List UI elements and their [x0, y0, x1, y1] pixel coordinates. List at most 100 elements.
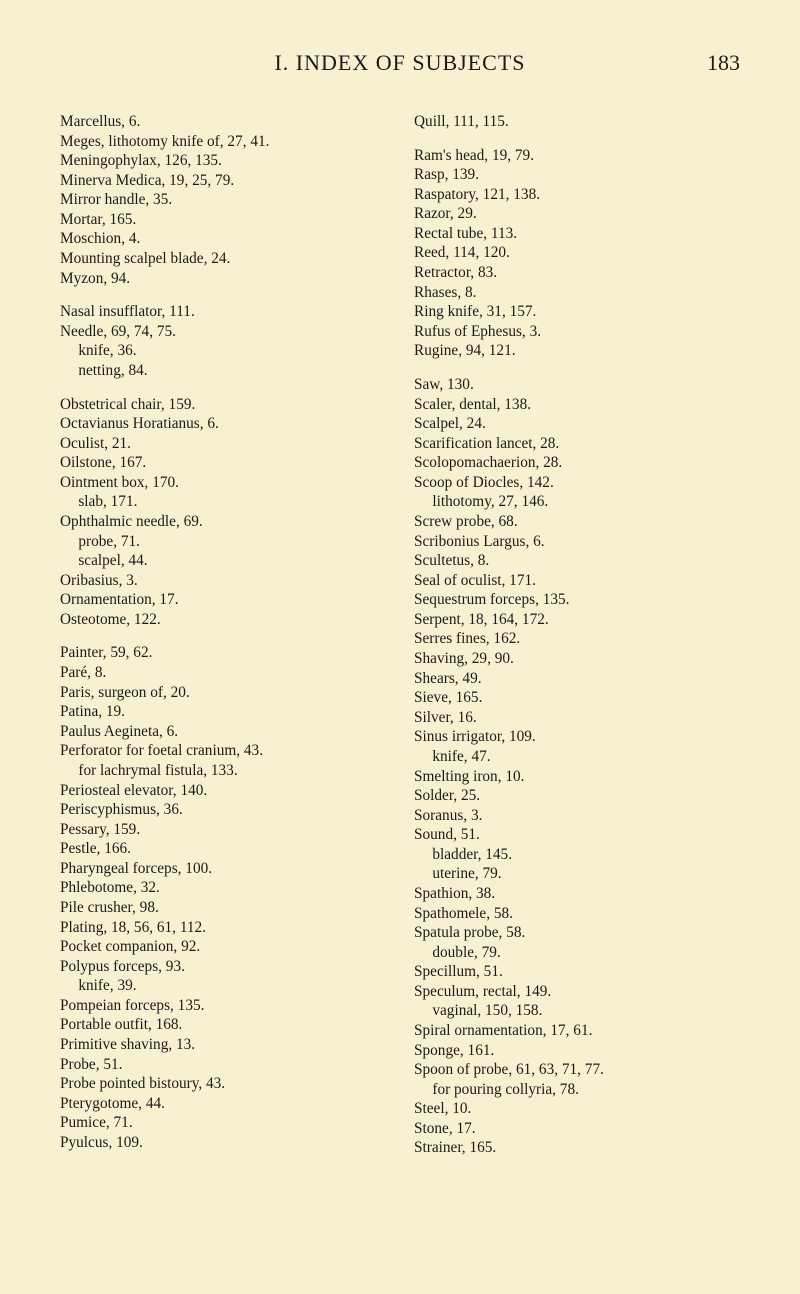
index-entry: Retractor, 83.: [414, 263, 740, 283]
index-group: Obstetrical chair, 159.Octavianus Horati…: [60, 395, 386, 630]
index-entry: Sieve, 165.: [414, 688, 740, 708]
index-entry: Sinus irrigator, 109.: [414, 727, 740, 747]
index-entry: Polypus forceps, 93.: [60, 957, 386, 977]
index-group: Ram's head, 19, 79.Rasp, 139.Raspatory, …: [414, 146, 740, 361]
index-entry: Rhases, 8.: [414, 283, 740, 303]
index-entry: Saw, 130.: [414, 375, 740, 395]
index-entry: Meningophylax, 126, 135.: [60, 151, 386, 171]
index-entry: double, 79.: [414, 943, 740, 963]
index-entry: lithotomy, 27, 146.: [414, 492, 740, 512]
index-group: Marcellus, 6.Meges, lithotomy knife of, …: [60, 112, 386, 288]
index-entry: bladder, 145.: [414, 845, 740, 865]
index-entry: slab, 171.: [60, 492, 386, 512]
page: I. INDEX OF SUBJECTS 183 Marcellus, 6.Me…: [0, 0, 800, 1294]
index-entry: scalpel, 44.: [60, 551, 386, 571]
index-entry: Ram's head, 19, 79.: [414, 146, 740, 166]
index-entry: Scoop of Diocles, 142.: [414, 473, 740, 493]
index-entry: Octavianus Horatianus, 6.: [60, 414, 386, 434]
index-entry: Strainer, 165.: [414, 1138, 740, 1158]
index-group: Painter, 59, 62.Paré, 8.Paris, surgeon o…: [60, 643, 386, 1152]
index-group: Saw, 130.Scaler, dental, 138.Scalpel, 24…: [414, 375, 740, 1158]
index-entry: Needle, 69, 74, 75.: [60, 322, 386, 342]
index-entry: Pompeian forceps, 135.: [60, 996, 386, 1016]
index-entry: Spathion, 38.: [414, 884, 740, 904]
index-entry: Raspatory, 121, 138.: [414, 185, 740, 205]
index-entry: Solder, 25.: [414, 786, 740, 806]
index-group: Nasal insufflator, 111.Needle, 69, 74, 7…: [60, 302, 386, 380]
index-entry: for pouring collyria, 78.: [414, 1080, 740, 1100]
index-entry: Quill, 111, 115.: [414, 112, 740, 132]
index-entry: Oribasius, 3.: [60, 571, 386, 591]
index-entry: Screw probe, 68.: [414, 512, 740, 532]
index-entry: Scultetus, 8.: [414, 551, 740, 571]
index-entry: vaginal, 150, 158.: [414, 1001, 740, 1021]
header-title: I. INDEX OF SUBJECTS: [274, 50, 525, 76]
index-entry: Serres fines, 162.: [414, 629, 740, 649]
index-entry: Paris, surgeon of, 20.: [60, 683, 386, 703]
index-entry: knife, 36.: [60, 341, 386, 361]
index-entry: Patina, 19.: [60, 702, 386, 722]
index-entry: Scalpel, 24.: [414, 414, 740, 434]
index-entry: Pestle, 166.: [60, 839, 386, 859]
index-entry: Primitive shaving, 13.: [60, 1035, 386, 1055]
index-entry: Scolopomachaerion, 28.: [414, 453, 740, 473]
index-entry: Ointment box, 170.: [60, 473, 386, 493]
column-left: Marcellus, 6.Meges, lithotomy knife of, …: [60, 112, 386, 1172]
index-entry: Paré, 8.: [60, 663, 386, 683]
index-entry: Oilstone, 167.: [60, 453, 386, 473]
index-entry: Probe pointed bistoury, 43.: [60, 1074, 386, 1094]
index-entry: Osteotome, 122.: [60, 610, 386, 630]
index-entry: Painter, 59, 62.: [60, 643, 386, 663]
index-entry: Steel, 10.: [414, 1099, 740, 1119]
index-entry: Mortar, 165.: [60, 210, 386, 230]
page-header: I. INDEX OF SUBJECTS 183: [60, 50, 740, 76]
index-entry: probe, 71.: [60, 532, 386, 552]
index-entry: Speculum, rectal, 149.: [414, 982, 740, 1002]
index-entry: knife, 39.: [60, 976, 386, 996]
index-entry: Ophthalmic needle, 69.: [60, 512, 386, 532]
index-entry: Marcellus, 6.: [60, 112, 386, 132]
index-entry: Oculist, 21.: [60, 434, 386, 454]
index-entry: Sequestrum forceps, 135.: [414, 590, 740, 610]
index-entry: Shaving, 29, 90.: [414, 649, 740, 669]
index-entry: Pocket companion, 92.: [60, 937, 386, 957]
index-entry: Myzon, 94.: [60, 269, 386, 289]
column-right: Quill, 111, 115. Ram's head, 19, 79.Rasp,…: [414, 112, 740, 1172]
index-entry: Mirror handle, 35.: [60, 190, 386, 210]
index-entry: Spiral ornamentation, 17, 61.: [414, 1021, 740, 1041]
index-entry: Spatula probe, 58.: [414, 923, 740, 943]
index-entry: knife, 47.: [414, 747, 740, 767]
index-entry: for lachrymal fistula, 133.: [60, 761, 386, 781]
index-entry: Pharyngeal forceps, 100.: [60, 859, 386, 879]
index-entry: Paulus Aegineta, 6.: [60, 722, 386, 742]
index-entry: Moschion, 4.: [60, 229, 386, 249]
index-entry: Pumice, 71.: [60, 1113, 386, 1133]
index-entry: Phlebotome, 32.: [60, 878, 386, 898]
index-entry: Plating, 18, 56, 61, 112.: [60, 918, 386, 938]
index-entry: Pterygotome, 44.: [60, 1094, 386, 1114]
index-entry: Pile crusher, 98.: [60, 898, 386, 918]
page-number: 183: [707, 50, 740, 76]
index-entry: Scarification lancet, 28.: [414, 434, 740, 454]
index-entry: Razor, 29.: [414, 204, 740, 224]
index-entry: Ornamentation, 17.: [60, 590, 386, 610]
index-entry: Spoon of probe, 61, 63, 71, 77.: [414, 1060, 740, 1080]
index-entry: uterine, 79.: [414, 864, 740, 884]
index-entry: Obstetrical chair, 159.: [60, 395, 386, 415]
index-entry: netting, 84.: [60, 361, 386, 381]
columns-container: Marcellus, 6.Meges, lithotomy knife of, …: [60, 112, 740, 1172]
index-entry: Pessary, 159.: [60, 820, 386, 840]
index-entry: Portable outfit, 168.: [60, 1015, 386, 1035]
index-group: Quill, 111, 115.: [414, 112, 740, 132]
index-entry: Perforator for foetal cranium, 43.: [60, 741, 386, 761]
index-entry: Meges, lithotomy knife of, 27, 41.: [60, 132, 386, 152]
index-entry: Spathomele, 58.: [414, 904, 740, 924]
index-entry: Periscyphismus, 36.: [60, 800, 386, 820]
index-entry: Silver, 16.: [414, 708, 740, 728]
index-entry: Periosteal elevator, 140.: [60, 781, 386, 801]
index-entry: Rufus of Ephesus, 3.: [414, 322, 740, 342]
index-entry: Rugine, 94, 121.: [414, 341, 740, 361]
index-entry: Sound, 51.: [414, 825, 740, 845]
index-entry: Sponge, 161.: [414, 1041, 740, 1061]
index-entry: Minerva Medica, 19, 25, 79.: [60, 171, 386, 191]
